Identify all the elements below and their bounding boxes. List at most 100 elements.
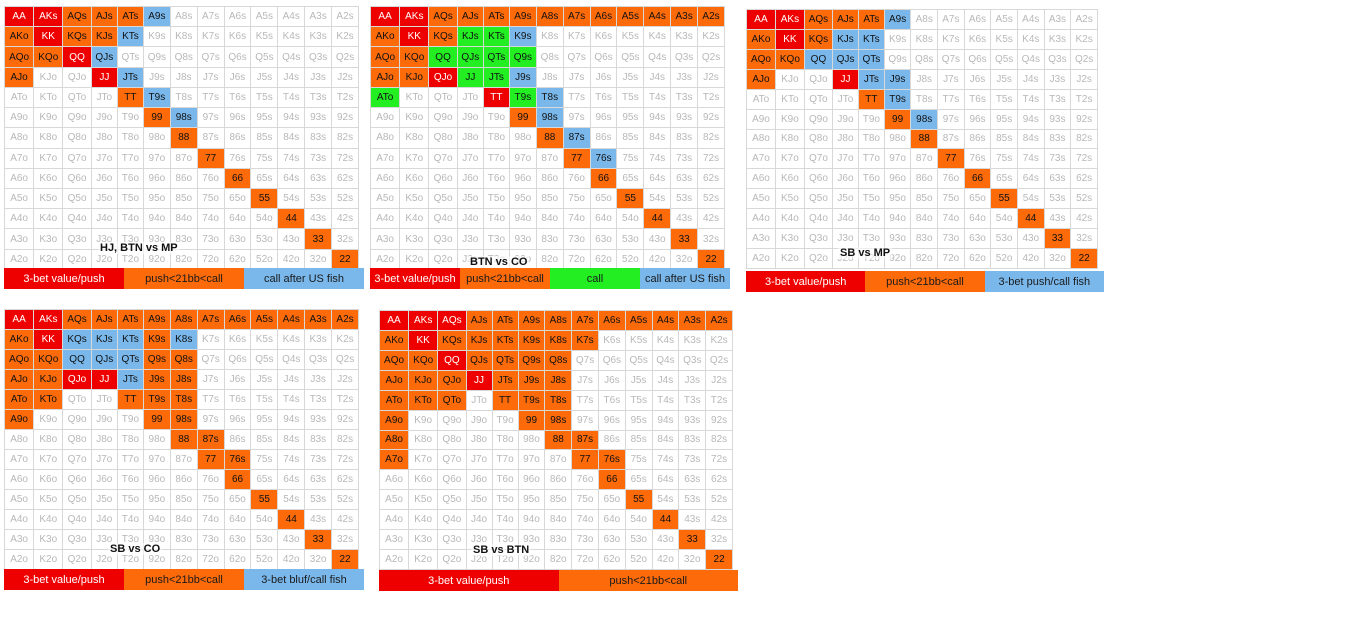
hand-cell: Q5o — [62, 187, 92, 210]
hand-cell: 75o — [571, 489, 599, 511]
hand-cell: J9o — [90, 409, 118, 430]
hand-cell: AKo — [378, 329, 410, 351]
hand-cell: QJo — [437, 369, 467, 391]
hand-cell: 94o — [517, 509, 546, 531]
hand-cell: A5s — [990, 9, 1018, 30]
hand-cell: 32o — [304, 549, 333, 570]
hand-cell: K3o — [399, 228, 430, 250]
hand-cell: KQo — [408, 349, 439, 371]
hand-cell: 62s — [697, 167, 725, 189]
hand-cell: 77 — [937, 148, 965, 170]
hand-cell: K8s — [169, 26, 198, 48]
grid-row: AKo KK KQs KJs KTs K9s K8s K7s K6s K5s K4s K3s K2s — [378, 329, 733, 351]
hand-cell: QQ — [62, 46, 92, 68]
hand-cell: 53o — [624, 529, 653, 551]
hand-cell: QJs — [456, 46, 484, 68]
hand-cell: 65s — [250, 167, 279, 189]
hand-cell: 97s — [196, 107, 225, 129]
hand-cell: 82o — [910, 248, 939, 269]
hand-cell: Q6o — [803, 168, 834, 190]
hand-cell: 87s — [571, 429, 599, 451]
hand-cell: K9o — [33, 409, 64, 430]
hand-cell: ATs — [116, 5, 144, 28]
hand-cell: 74s — [277, 449, 306, 470]
hand-cell: 54o — [616, 208, 645, 230]
hand-cell: 84s — [643, 127, 672, 149]
hand-cell: KQs — [428, 26, 458, 48]
hand-cell: KTo — [33, 389, 64, 410]
hand-cell: 64s — [643, 167, 672, 189]
hand-cell: 86o — [169, 469, 198, 490]
hand-cell: Q6s — [963, 48, 992, 70]
hand-cell: J7o — [456, 147, 484, 169]
hand-cell: A8s — [169, 5, 198, 28]
hand-cell: Q7s — [937, 48, 965, 70]
hand-cell: Q4o — [62, 509, 92, 530]
hand-cell: 76s — [223, 147, 252, 169]
hand-cell: K2o — [33, 549, 64, 570]
hand-cell: K4o — [408, 509, 439, 531]
hand-cell: K6s — [223, 329, 252, 350]
hand-cell: QJs — [90, 46, 118, 68]
hand-cell: Q6s — [597, 349, 626, 371]
hand-cell: KJo — [408, 369, 439, 391]
grid-row: A5o K5o Q5o J5o T5o 95o 85o 75o 65o 55 54s 53s 52s — [369, 187, 725, 210]
hand-cell: T7o — [857, 148, 885, 170]
hand-cell: T5o — [482, 187, 510, 210]
hand-cell: J2s — [697, 66, 725, 88]
hand-cell: Q2o — [803, 248, 834, 269]
hand-cell: T6s — [597, 389, 626, 411]
hand-cell: 72s — [697, 147, 725, 169]
hand-cell: K3s — [670, 26, 699, 48]
legend-item-green: call — [550, 268, 640, 289]
hand-cell: KTo — [33, 86, 64, 109]
hand-cell: AQo — [369, 46, 401, 68]
hand-cell: 62o — [223, 248, 252, 271]
hand-cell: 64o — [963, 208, 992, 230]
hand-cell: 43s — [678, 509, 707, 531]
hand-cell: T4s — [651, 389, 680, 411]
hand-cell: Q3s — [304, 46, 333, 68]
hand-cell: 75s — [616, 147, 645, 169]
hand-cell: KK — [33, 26, 64, 48]
hand-cell: A5s — [616, 5, 645, 28]
hand-cell: K7s — [562, 26, 591, 48]
hand-cell: T8o — [482, 127, 510, 149]
hand-cell: J4o — [465, 509, 493, 531]
hand-cell: J8s — [535, 66, 564, 88]
hand-cell: T8o — [491, 429, 519, 451]
hand-cell: A3o — [3, 228, 35, 250]
hand-cell: 63s — [304, 167, 333, 189]
grid-row: A6o K6o Q6o J6o T6o 96o 86o 76o 66 65s 64s 63s 62s — [378, 469, 733, 491]
hand-cell: K9s — [883, 28, 912, 50]
hand-cell: 86s — [597, 429, 626, 451]
hand-cell: T2s — [705, 389, 733, 411]
hand-cell: 72o — [562, 248, 591, 271]
hand-cell: 32o — [1043, 248, 1072, 269]
hand-cell: 75s — [250, 449, 279, 470]
hand-cell: Q8o — [62, 127, 92, 149]
hand-cell: 94s — [651, 409, 680, 431]
hand-cell: 98o — [883, 128, 912, 150]
hand-cell: K3o — [408, 529, 439, 551]
grid-row: AJo KJo QJo JJ JTs J9s J8s J7s J6s J5s J4s J3s J2s — [369, 66, 725, 88]
chart-title: BTN vs CO — [468, 256, 530, 268]
hand-cell: 88 — [169, 127, 198, 149]
hand-cell: AA — [378, 310, 410, 331]
hand-cell: 22 — [331, 248, 359, 271]
hand-cell: 87o — [535, 147, 564, 169]
hand-cell: T9o — [116, 107, 144, 129]
hand-cell: 33 — [304, 529, 333, 550]
hand-cell: J7s — [562, 66, 591, 88]
hand-cell: 88 — [910, 128, 939, 150]
hand-cell: 52o — [250, 248, 279, 271]
hand-cell: 73s — [1043, 148, 1072, 170]
hand-cell: T5s — [990, 88, 1018, 110]
hand-cell: 73o — [571, 529, 599, 551]
hand-cell: J5o — [90, 187, 118, 210]
hand-cell: K4o — [33, 509, 64, 530]
hand-cell: K9o — [33, 107, 64, 129]
hand-cell: 75s — [624, 449, 653, 471]
hand-cell: AJo — [3, 66, 35, 88]
